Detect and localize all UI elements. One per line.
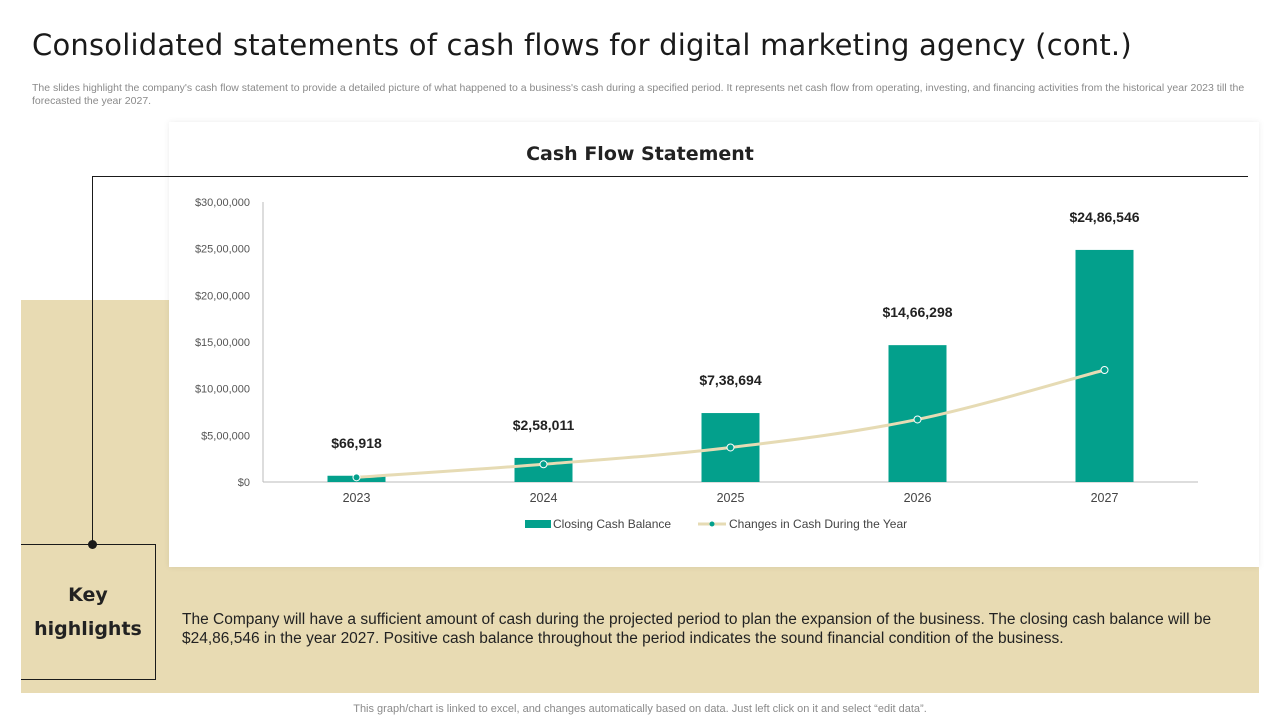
page-subtitle: The slides highlight the company's cash … bbox=[32, 82, 1245, 107]
page-title: Consolidated statements of cash flows fo… bbox=[32, 28, 1132, 62]
key-highlights-heading-line2: highlights bbox=[34, 618, 142, 640]
key-highlights-box: Key highlights bbox=[21, 544, 156, 680]
footnote: This graph/chart is linked to excel, and… bbox=[353, 703, 927, 715]
key-highlights-heading: Key highlights bbox=[33, 578, 143, 646]
key-highlights-text: The Company will have a sufficient amoun… bbox=[182, 611, 1212, 647]
connector-line-horizontal bbox=[92, 176, 1248, 177]
key-highlights-heading-line1: Key bbox=[68, 584, 108, 606]
chart-title: Cash Flow Statement bbox=[526, 143, 754, 165]
connector-line-vertical bbox=[92, 176, 93, 544]
chart-card[interactable] bbox=[169, 122, 1259, 567]
